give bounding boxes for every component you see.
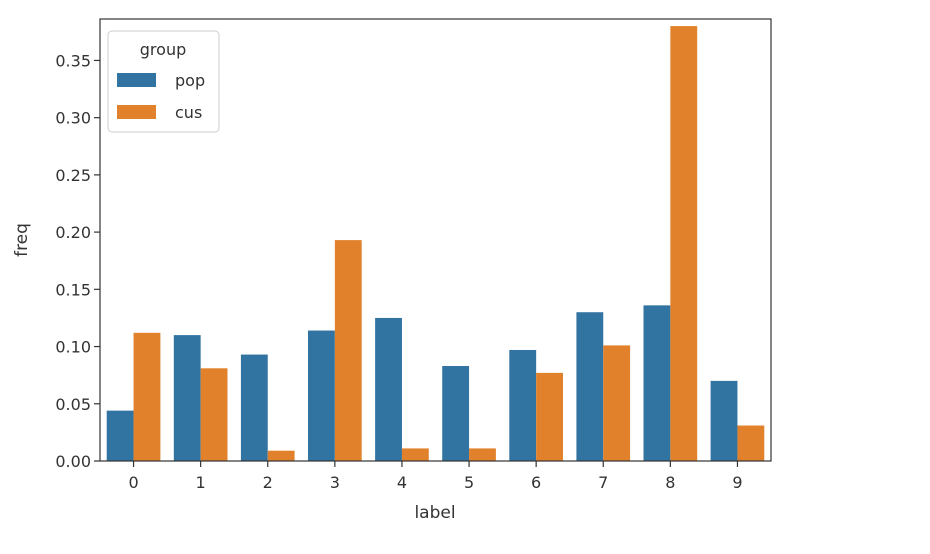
bar-pop-9 <box>710 380 738 461</box>
x-tick-label: 4 <box>397 473 407 492</box>
bar-cus-5 <box>469 448 496 461</box>
bar-pop-7 <box>576 312 604 461</box>
x-axis-label: label <box>414 503 455 523</box>
x-axis: 0 1 2 3 4 5 6 7 8 9 <box>128 461 743 492</box>
legend-swatch-pop <box>117 73 156 87</box>
y-axis: 0.00 0.05 0.10 0.15 0.20 0.25 0.30 0.35 <box>55 51 100 471</box>
bars-layer <box>106 26 765 461</box>
legend-label-cus: cus <box>175 103 202 122</box>
legend-label-pop: pop <box>175 71 205 90</box>
bar-pop-1 <box>173 335 201 461</box>
x-tick-label: 9 <box>732 473 742 492</box>
bar-pop-2 <box>240 354 268 461</box>
bar-pop-0 <box>106 410 134 461</box>
bar-cus-1 <box>200 368 228 461</box>
x-tick-label: 7 <box>598 473 608 492</box>
bar-cus-2 <box>267 450 295 461</box>
bar-pop-4 <box>375 317 402 461</box>
bar-cus-0 <box>133 332 161 461</box>
bar-cus-6 <box>536 372 563 461</box>
bar-cus-7 <box>603 345 631 461</box>
x-tick-label: 6 <box>531 473 541 492</box>
bar-pop-8 <box>643 305 671 461</box>
bar-cus-4 <box>401 448 429 461</box>
y-tick-label: 0.15 <box>55 280 91 299</box>
y-tick-label: 0.10 <box>55 338 91 357</box>
legend-items: pop cus <box>117 71 205 122</box>
bar-pop-6 <box>509 349 537 461</box>
x-tick-label: 3 <box>330 473 340 492</box>
legend-title: group <box>140 40 186 59</box>
x-tick-label: 2 <box>263 473 273 492</box>
bar-cus-9 <box>737 425 765 461</box>
x-tick-label: 0 <box>128 473 138 492</box>
x-tick-label: 5 <box>464 473 474 492</box>
x-tick-label: 8 <box>665 473 675 492</box>
bar-cus-8 <box>670 26 698 461</box>
bar-pop-3 <box>308 330 335 461</box>
y-tick-label: 0.25 <box>55 166 91 185</box>
legend: group pop cus <box>107 30 220 133</box>
plot-frame <box>99 18 772 462</box>
legend-swatch-cus <box>117 105 156 119</box>
x-tick-label: 1 <box>196 473 206 492</box>
y-tick-label: 0.00 <box>55 452 91 471</box>
y-tick-label: 0.35 <box>55 51 91 70</box>
y-tick-label: 0.30 <box>55 109 91 128</box>
bar-pop-5 <box>442 366 470 461</box>
y-tick-label: 0.20 <box>55 223 91 242</box>
y-tick-label: 0.05 <box>55 395 91 414</box>
y-axis-label: freq <box>12 223 32 257</box>
bar-cus-3 <box>334 240 362 461</box>
